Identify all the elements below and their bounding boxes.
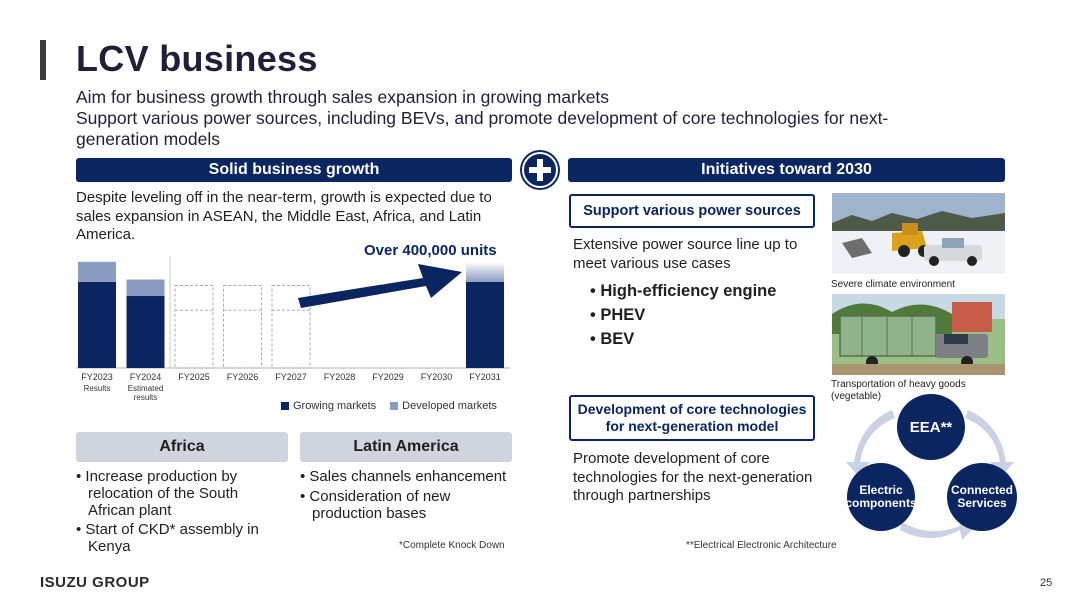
power-sources-text: Extensive power source line up to meet v…	[573, 236, 798, 272]
bar-developed-FY2031	[466, 261, 504, 282]
cycle-arrow-icon	[846, 410, 1014, 540]
tick-label-FY2027: FY2027	[275, 372, 307, 382]
photo-snow-vehicle	[832, 193, 1005, 274]
title-accent-bar	[40, 40, 46, 80]
latin-america-heading: Latin America	[300, 432, 512, 462]
subtitle: Aim for business growth through sales ex…	[76, 87, 916, 150]
tick-label-FY2024: FY2024	[130, 372, 162, 382]
bar-growing-FY2031	[466, 281, 504, 368]
power-bullet-phev: • PHEV	[590, 306, 646, 324]
growth-description: Despite leveling off in the near-term, g…	[76, 189, 492, 243]
legend-swatch-growing	[281, 402, 289, 410]
bar-growing-FY2024	[126, 296, 165, 368]
bar-developed-FY2024	[126, 279, 165, 297]
power-bullet-engine: • High-efficiency engine	[590, 282, 777, 300]
africa-bullet-2: • Start of CKD* assembly in Kenya	[76, 521, 259, 555]
africa-bullets: • Increase production by relocation of t…	[76, 468, 286, 555]
page-number: 25	[1040, 577, 1053, 589]
bar-developed-FY2023	[78, 261, 116, 282]
latin-america-bullet-2: • Consideration of new production bases	[300, 488, 451, 522]
tick-label-FY2025: FY2025	[178, 372, 210, 382]
cycle-node-eea: EEA**	[897, 394, 965, 460]
solid-growth-band: Solid business growth	[76, 158, 512, 182]
power-sources-box: Support various power sources	[569, 194, 815, 228]
photo1-caption: Severe climate environment	[831, 279, 955, 290]
tick-label-FY2029: FY2029	[372, 372, 404, 382]
latin-america-bullets: • Sales channels enhancement • Considera…	[300, 468, 515, 522]
tick-label-FY2031: FY2031	[469, 372, 501, 382]
latin-america-bullet-1: • Sales channels enhancement	[300, 468, 507, 485]
subtitle-line-2: Support various power sources, including…	[76, 108, 889, 149]
initiatives-band: Initiatives toward 2030	[568, 158, 1005, 182]
footer-brand: ISUZU GROUP	[40, 574, 150, 591]
power-bullet-bev: • BEV	[590, 330, 635, 348]
power-bullets: • High-efficiency engine • PHEV • BEV	[590, 279, 776, 351]
chart-callout: Over 400,000 units	[364, 242, 497, 259]
tick-label-FY2030: FY2030	[421, 372, 453, 382]
legend-swatch-developed	[390, 402, 399, 410]
photo2-caption: Transportation of heavy goods (vegetable…	[831, 379, 966, 402]
tick-sublabel-FY2024: results	[134, 393, 158, 402]
growth-arrow-icon	[298, 264, 462, 308]
plus-circle-icon	[522, 152, 558, 188]
tick-label-FY2026: FY2026	[227, 372, 259, 382]
africa-heading: Africa	[76, 432, 288, 462]
bar-growing-FY2023	[78, 281, 116, 368]
ckd-footnote: *Complete Knock Down	[399, 540, 505, 551]
bar-projected-FY2025	[174, 284, 214, 369]
subtitle-line-1: Aim for business growth through sales ex…	[76, 87, 610, 107]
tick-sublabel-FY2024: Estimated	[128, 384, 164, 393]
legend-label-growing: Growing markets	[293, 400, 377, 412]
core-technologies-box: Development of core technologies for nex…	[569, 395, 815, 441]
cycle-diagram	[846, 410, 1014, 540]
bar-projected-FY2026	[223, 284, 262, 369]
tick-label-FY2023: FY2023	[81, 372, 113, 382]
page-title: LCV business	[76, 38, 318, 79]
chart-legend: Growing markets Developed markets	[281, 400, 497, 412]
core-technologies-text: Promote development of core technologies…	[573, 450, 813, 504]
photo-vegetable-truck	[832, 294, 1005, 375]
tick-label-FY2028: FY2028	[324, 372, 356, 382]
tick-sublabel-FY2023: Results	[84, 384, 111, 393]
africa-bullet-1: • Increase production by relocation of t…	[76, 468, 239, 519]
cycle-node-electric: Electric components	[845, 463, 917, 531]
cycle-node-connected: Connected Services	[947, 463, 1017, 531]
legend-label-developed: Developed markets	[402, 400, 497, 412]
eea-footnote: **Electrical Electronic Architecture	[686, 540, 837, 551]
